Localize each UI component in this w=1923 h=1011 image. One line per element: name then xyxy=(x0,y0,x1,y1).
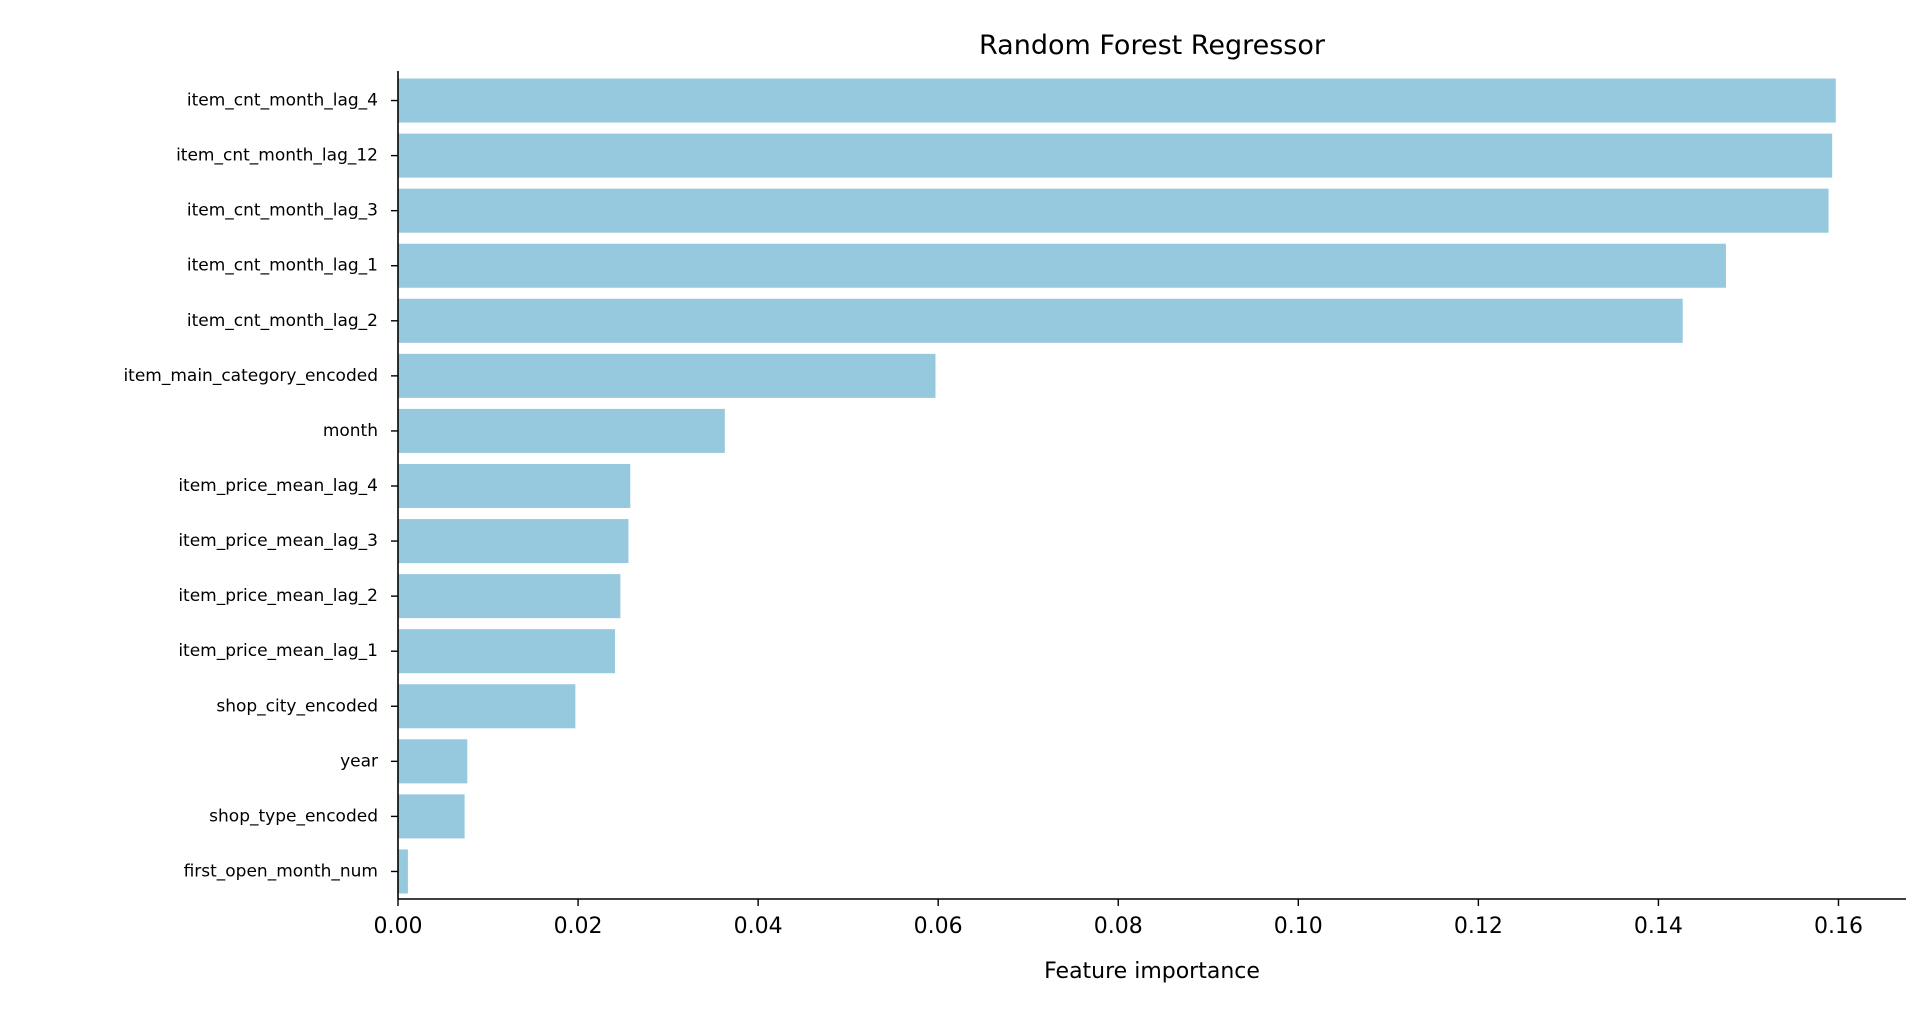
x-tick-label: 0.04 xyxy=(734,914,783,939)
x-tick-label: 0.16 xyxy=(1814,914,1863,939)
bar xyxy=(398,684,576,729)
bar xyxy=(398,298,1683,343)
x-tick-label: 0.02 xyxy=(554,914,603,939)
x-tick-label: 0.14 xyxy=(1634,914,1683,939)
y-tick-label: item_price_mean_lag_4 xyxy=(178,476,378,496)
bar xyxy=(398,463,631,509)
y-tick-label: item_price_mean_lag_3 xyxy=(178,531,378,551)
y-tick-label: shop_type_encoded xyxy=(209,806,378,826)
bar xyxy=(398,188,1829,233)
bar xyxy=(398,408,725,453)
x-tick-label: 0.00 xyxy=(374,914,423,939)
bar xyxy=(398,849,408,894)
y-tick-label: item_price_mean_lag_1 xyxy=(178,641,378,661)
x-tick-label: 0.08 xyxy=(1094,914,1143,939)
y-tick-label: item_cnt_month_lag_12 xyxy=(176,146,378,166)
y-tick-label: item_price_mean_lag_2 xyxy=(178,586,378,606)
y-tick-label: item_cnt_month_lag_4 xyxy=(187,91,378,111)
bar xyxy=(398,243,1726,288)
chart-title: Random Forest Regressor xyxy=(979,30,1326,61)
x-tick-label: 0.06 xyxy=(914,914,963,939)
y-tick-label: month xyxy=(323,421,378,441)
y-axis-ticks: item_cnt_month_lag_4 item_cnt_month_lag_1… xyxy=(123,91,398,881)
x-tick-label: 0.12 xyxy=(1454,914,1503,939)
y-tick-label: shop_city_encoded xyxy=(216,696,378,716)
x-axis-title: Feature importance xyxy=(1044,959,1260,984)
y-tick-label: year xyxy=(340,751,378,771)
bar xyxy=(398,794,465,839)
bar xyxy=(398,353,936,398)
bar xyxy=(398,519,629,564)
y-tick-label: first_open_month_num xyxy=(184,861,378,881)
y-tick-label: item_cnt_month_lag_1 xyxy=(187,256,378,276)
y-tick-label: item_cnt_month_lag_3 xyxy=(187,201,378,221)
x-axis-ticks: 0.00 0.02 0.04 0.06 0.08 0.10 0.12 0.14 0.16 xyxy=(374,899,1863,939)
bar xyxy=(398,78,1836,123)
bar xyxy=(398,133,1833,178)
x-tick-label: 0.10 xyxy=(1274,914,1323,939)
bars xyxy=(398,78,1836,894)
bar xyxy=(398,629,615,674)
y-tick-label: item_cnt_month_lag_2 xyxy=(187,311,378,331)
y-tick-label: item_main_category_encoded xyxy=(123,366,378,386)
bar xyxy=(398,739,468,784)
bar xyxy=(398,574,621,619)
